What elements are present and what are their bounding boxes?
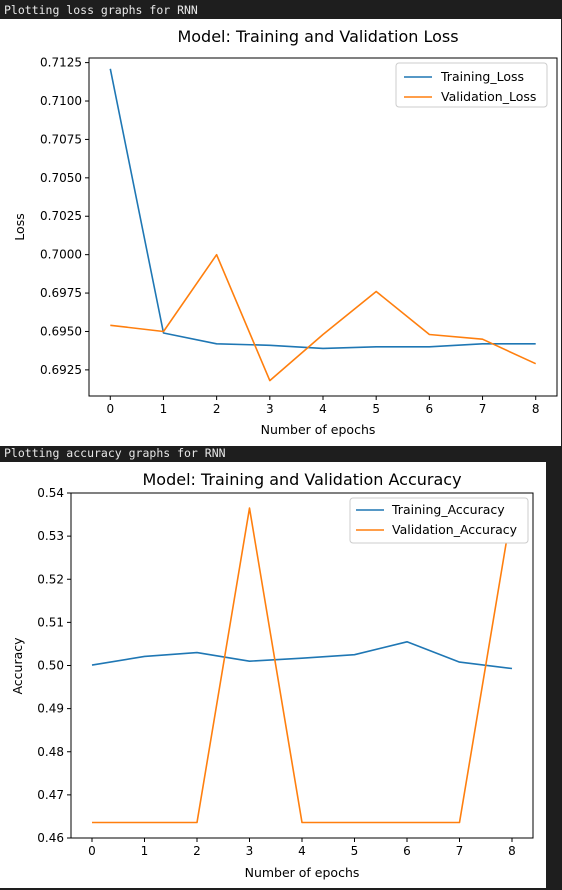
x-axis-label: Number of epochs [245,865,360,880]
y-tick-label: 0.50 [37,659,64,673]
y-tick-label: 0.7075 [40,132,82,146]
y-tick-label: 0.7125 [40,56,82,70]
accuracy-output-label: Plotting accuracy graphs for RNN [4,446,226,460]
y-tick-label: 0.48 [37,745,64,759]
series-line-validation-accuracy [92,507,513,824]
legend-label-training-loss: Training_Loss [440,69,524,84]
y-tick-label: 0.6975 [40,286,82,300]
x-tick-label: 3 [246,844,254,858]
series-line-validation-loss [110,253,537,382]
y-tick-label: 0.46 [37,831,64,845]
legend-label-training-accuracy: Training_Accuracy [391,502,505,517]
x-tick-label: 5 [372,402,380,416]
chart-title: Model: Training and Validation Accuracy [142,470,461,489]
chart-title: Model: Training and Validation Loss [177,27,458,46]
y-tick-label: 0.7100 [40,94,82,108]
x-tick-label: 8 [508,844,516,858]
y-tick-label: 0.6925 [40,363,82,377]
y-tick-label: 0.7050 [40,171,82,185]
x-tick-label: 1 [160,402,168,416]
x-tick-label: 8 [532,402,540,416]
legend-label-validation-loss: Validation_Loss [441,89,536,104]
x-tick-label: 4 [319,402,327,416]
y-tick-label: 0.51 [37,615,64,629]
y-tick-label: 0.47 [37,788,64,802]
y-axis-label: Accuracy [10,637,25,695]
legend-label-validation-accuracy: Validation_Accuracy [392,522,518,537]
y-tick-label: 0.6950 [40,324,82,338]
accuracy-chart: Model: Training and Validation Accuracy … [0,462,546,888]
loss-output-label: Plotting loss graphs for RNN [4,3,198,17]
x-tick-label: 0 [106,402,114,416]
loss-chart: Model: Training and Validation Loss 0 1 2 3… [0,19,561,446]
x-tick-label: 6 [403,844,411,858]
legend: Training_Loss Validation_Loss [395,62,548,108]
y-tick-label: 0.49 [37,702,64,716]
y-tick-label: 0.53 [37,529,64,543]
x-tick-label: 1 [141,844,149,858]
x-tick-label: 6 [426,402,434,416]
legend-box [349,497,529,544]
legend-box [395,62,548,108]
x-tick-label: 2 [213,402,221,416]
y-tick-label: 0.7025 [40,209,82,223]
x-tick-label: 0 [88,844,96,858]
y-axis-label: Loss [12,213,27,240]
x-tick-label: 5 [351,844,359,858]
series-line-training-loss [109,68,536,350]
plot-frame [88,57,558,397]
x-tick-label: 7 [479,402,487,416]
x-tick-label: 3 [266,402,274,416]
plot-frame [70,492,534,839]
series-line-training-accuracy [91,641,513,670]
x-tick-label: 2 [193,844,201,858]
y-tick-label: 0.7000 [40,248,82,262]
y-tick-label: 0.52 [37,572,64,586]
x-tick-label: 4 [298,844,306,858]
x-axis-label: Number of epochs [261,422,376,437]
legend: Training_Accuracy Validation_Accuracy [349,497,529,544]
x-tick-label: 7 [456,844,464,858]
y-tick-label: 0.54 [37,486,64,500]
